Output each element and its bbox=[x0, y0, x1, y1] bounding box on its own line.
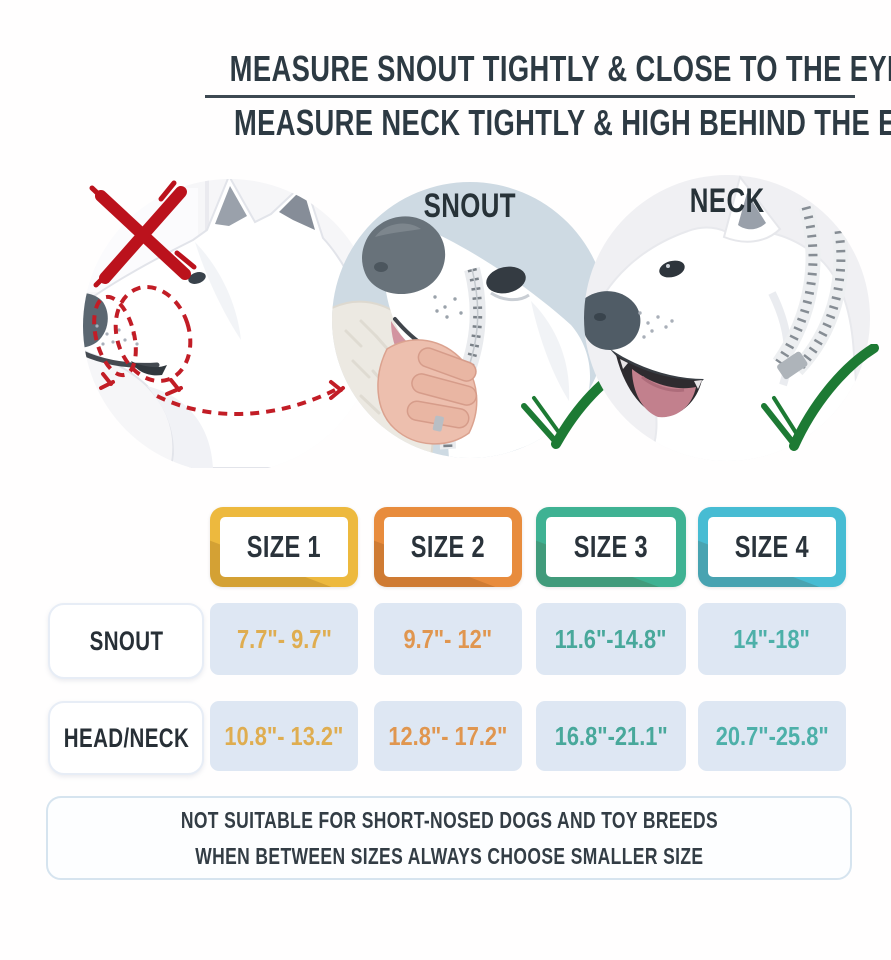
dog-eye bbox=[188, 272, 206, 284]
size-3-badge: SIZE 3 bbox=[536, 507, 686, 587]
snout-row-label-text: SNOUT bbox=[89, 625, 163, 656]
dog-eye bbox=[486, 266, 526, 294]
size-1-badge: SIZE 1 bbox=[210, 507, 358, 587]
footer-note: NOT SUITABLE FOR SHORT-NOSED DOGS AND TO… bbox=[46, 796, 852, 880]
value-text: 7.7"- 9.7" bbox=[236, 623, 332, 654]
size-2-badge-label: SIZE 2 bbox=[410, 529, 486, 564]
snout-photo-label: SNOUT bbox=[331, 187, 609, 226]
snout-size-4-value: 14"-18" bbox=[698, 603, 846, 675]
value-text: 12.8"- 17.2" bbox=[388, 720, 508, 751]
value-text: 14"-18" bbox=[733, 623, 811, 654]
hand bbox=[377, 339, 478, 445]
snout-row-label: SNOUT bbox=[48, 603, 204, 679]
neck-photo-label: NECK bbox=[582, 182, 872, 221]
size-1-badge-label: SIZE 1 bbox=[246, 529, 322, 564]
neck-photo-label-text: NECK bbox=[689, 182, 765, 220]
value-text: 9.7"- 12" bbox=[403, 623, 493, 654]
footer-note-line-2-text: WHEN BETWEEN SIZES ALWAYS CHOOSE SMALLER… bbox=[194, 843, 704, 869]
dog-wrong-illustration bbox=[83, 179, 377, 473]
photo-neck-measurement bbox=[582, 173, 872, 463]
head-neck-size-1-value: 10.8"- 13.2" bbox=[210, 701, 358, 771]
header-divider bbox=[205, 95, 855, 98]
footer-note-line-2: WHEN BETWEEN SIZES ALWAYS CHOOSE SMALLER… bbox=[115, 838, 784, 874]
head-neck-size-2-value: 12.8"- 17.2" bbox=[374, 701, 522, 771]
value-text: 16.8"-21.1" bbox=[554, 720, 668, 751]
dog-nose bbox=[584, 291, 641, 350]
header-instruction-1-text: MEASURE SNOUT TIGHTLY & CLOSE TO THE EYE… bbox=[229, 48, 891, 89]
snout-size-2-value: 9.7"- 12" bbox=[374, 603, 522, 675]
size-3-badge-label: SIZE 3 bbox=[573, 529, 649, 564]
measuring-tape bbox=[772, 204, 849, 380]
head-neck-size-3-value: 16.8"-21.1" bbox=[536, 701, 686, 771]
head-neck-row-label-text: HEAD/NECK bbox=[63, 722, 189, 753]
snout-size-3-value: 11.6"-14.8" bbox=[536, 603, 686, 675]
value-text: 11.6"-14.8" bbox=[555, 623, 667, 654]
dog-neck-illustration bbox=[584, 175, 870, 461]
dog-snout-illustration bbox=[332, 182, 608, 458]
snout-photo-label-text: SNOUT bbox=[423, 187, 517, 225]
green-check-icon bbox=[761, 344, 879, 451]
footer-note-line-1: NOT SUITABLE FOR SHORT-NOSED DOGS AND TO… bbox=[96, 802, 803, 838]
size-4-badge: SIZE 4 bbox=[698, 507, 846, 587]
snout-size-1-value: 7.7"- 9.7" bbox=[210, 603, 358, 675]
value-text: 20.7"-25.8" bbox=[715, 720, 829, 751]
size-4-badge-label: SIZE 4 bbox=[734, 529, 810, 564]
head-neck-size-4-value: 20.7"-25.8" bbox=[698, 701, 846, 771]
header-instruction-2: MEASURE NECK TIGHTLY & HIGH BEHIND THE E… bbox=[120, 102, 891, 144]
size-2-badge: SIZE 2 bbox=[374, 507, 522, 587]
dog-eye bbox=[659, 260, 685, 278]
dog-open-mouth bbox=[610, 349, 704, 418]
footer-note-line-1-text: NOT SUITABLE FOR SHORT-NOSED DOGS AND TO… bbox=[180, 807, 718, 833]
value-text: 10.8"- 13.2" bbox=[224, 720, 344, 751]
dog-nose bbox=[362, 216, 446, 295]
ear-inner bbox=[215, 186, 247, 226]
header-instruction-2-text: MEASURE NECK TIGHTLY & HIGH BEHIND THE E… bbox=[233, 102, 891, 143]
head-neck-row-label: HEAD/NECK bbox=[48, 701, 204, 775]
photo-snout-measurement bbox=[331, 181, 609, 459]
header-instruction-1: MEASURE SNOUT TIGHTLY & CLOSE TO THE EYE… bbox=[120, 48, 891, 90]
photo-wrong-measurement bbox=[45, 168, 395, 473]
red-x-icon bbox=[89, 180, 197, 288]
